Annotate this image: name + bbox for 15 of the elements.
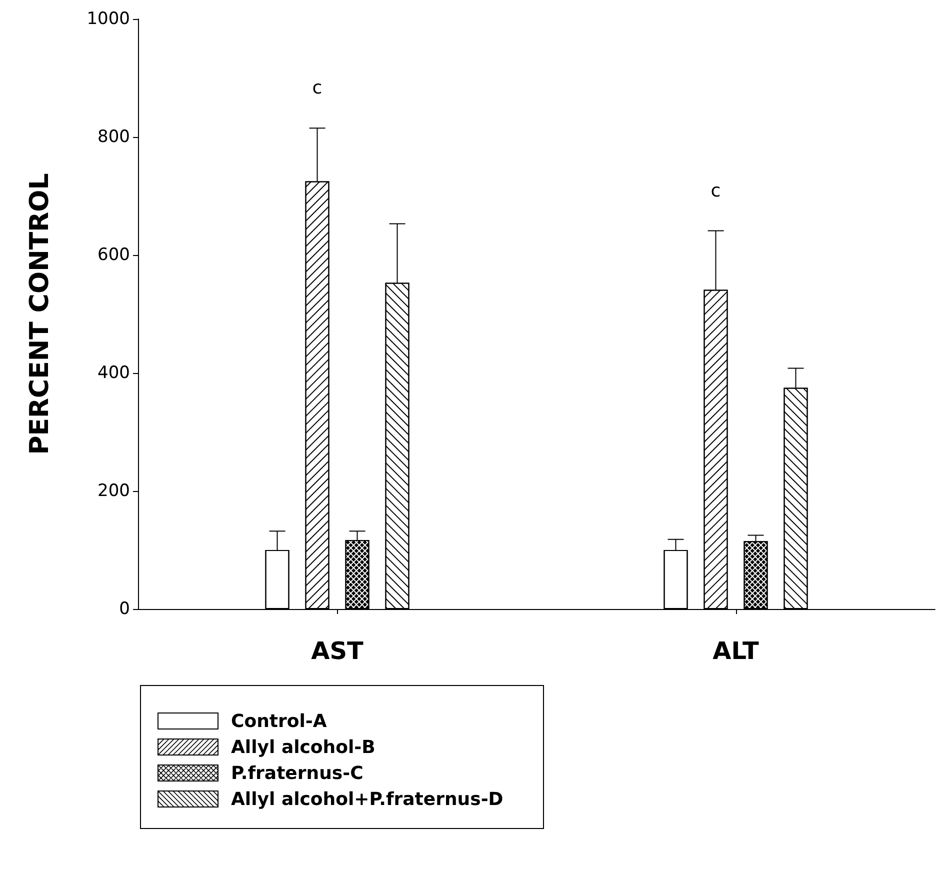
y-tick-label: 800 xyxy=(98,127,130,147)
y-tick-label: 200 xyxy=(98,481,130,501)
annotation: c xyxy=(710,180,721,202)
legend-label: Allyl alcohol-B xyxy=(231,736,376,758)
y-tick-label: 400 xyxy=(98,363,130,383)
annotation: c xyxy=(312,78,322,99)
y-tick-label: 600 xyxy=(98,245,130,265)
y-tick-label: 0 xyxy=(119,599,130,619)
x-tick-label: AST xyxy=(311,637,364,665)
y-tick-label: 1000 xyxy=(86,9,130,29)
legend-label: Allyl alcohol+P.fraternus-D xyxy=(231,788,504,810)
legend-label: P.fraternus-C xyxy=(231,762,364,784)
legend-label: Control-A xyxy=(231,710,327,732)
x-tick-label: ALT xyxy=(712,637,760,665)
y-axis-title: PERCENT CONTROL xyxy=(25,173,55,455)
